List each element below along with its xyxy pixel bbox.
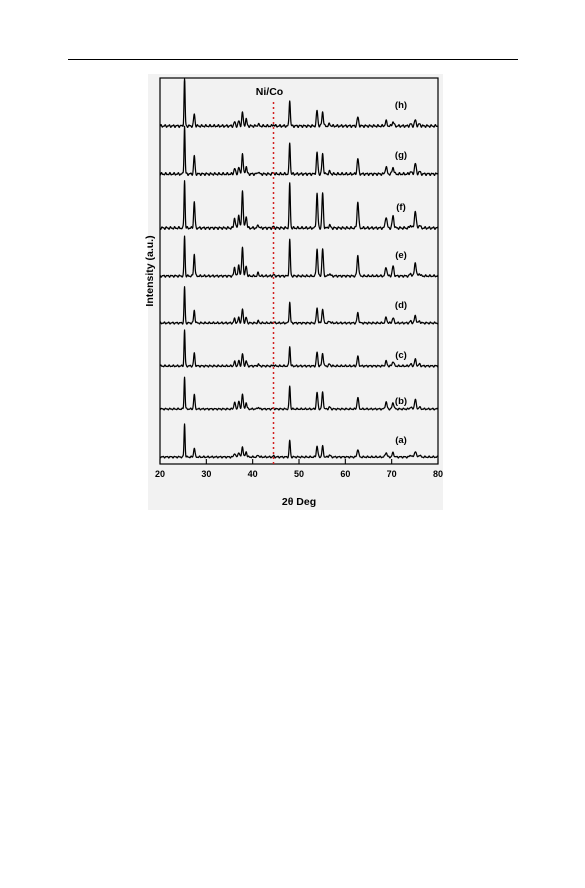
y-axis-title: Intensity (a.u.) <box>144 235 156 306</box>
series-line-a <box>159 423 439 459</box>
figure-panel <box>148 74 443 510</box>
series-label-b: (b) <box>395 396 407 407</box>
series-label-a: (a) <box>395 435 407 446</box>
ni-co-label: Ni/Co <box>256 86 283 98</box>
series-line-h <box>159 78 439 129</box>
x-tick-label: 60 <box>340 469 350 479</box>
series-label-f: (f) <box>396 202 406 213</box>
x-tick-label: 40 <box>248 469 258 479</box>
x-tick-label: 70 <box>387 469 397 479</box>
series-label-c: (c) <box>395 350 407 361</box>
x-tick-label: 50 <box>294 469 304 479</box>
series-label-g: (g) <box>395 150 407 161</box>
annotation-group: Ni/Co <box>256 86 283 464</box>
page-top-rule <box>68 59 518 60</box>
x-axis-title: 2θ Deg <box>282 496 316 508</box>
x-axis-ticks: 20 30 40 50 60 70 80 <box>155 459 443 479</box>
x-tick-label: 30 <box>201 469 211 479</box>
x-tick-label: 80 <box>433 469 443 479</box>
x-tick-label: 20 <box>155 469 165 479</box>
series-label-h: (h) <box>395 100 407 111</box>
series-line-g <box>159 125 439 177</box>
series-label-d: (d) <box>395 300 407 311</box>
series-line-c <box>159 329 439 368</box>
series-line-f <box>159 180 439 231</box>
series-line-e <box>159 235 439 278</box>
series-group: (a) (b) (c) (d) (e) (f) (g) (h) <box>159 78 439 459</box>
series-line-d <box>159 286 439 325</box>
series-label-e: (e) <box>395 250 407 261</box>
series-line-b <box>159 376 439 411</box>
